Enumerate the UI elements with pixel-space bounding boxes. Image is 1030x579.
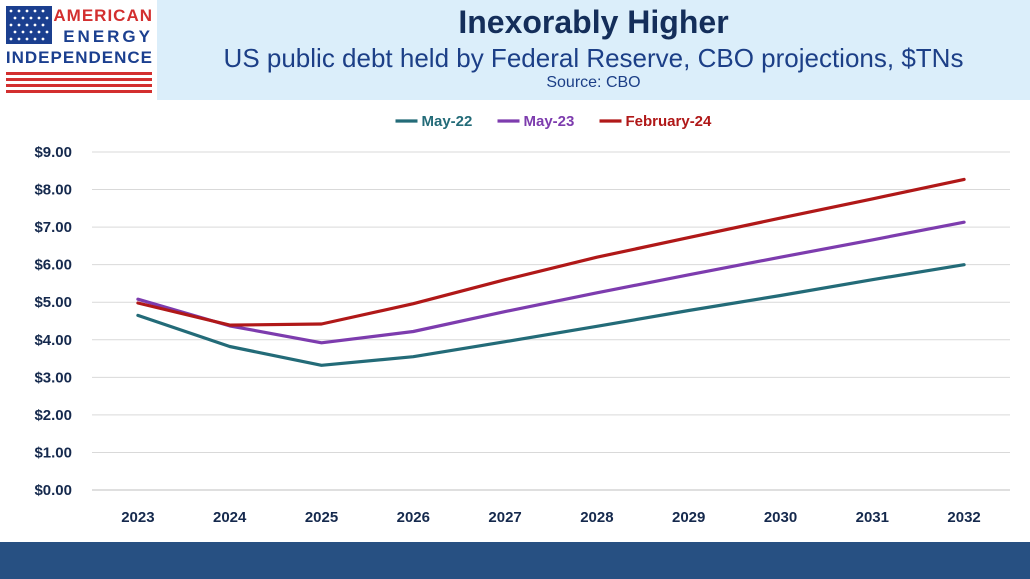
x-tick-label: 2032 xyxy=(947,509,980,526)
page-subtitle: US public debt held by Federal Reserve, … xyxy=(223,43,964,73)
x-tick-label: 2029 xyxy=(672,509,705,526)
logo-text-american: AMERICAN xyxy=(53,6,153,25)
x-tick-label: 2031 xyxy=(856,509,889,526)
series-lines xyxy=(136,177,966,367)
page-title: Inexorably Higher xyxy=(458,4,729,40)
logo-text-energy: ENERGY xyxy=(63,27,153,46)
y-tick-label: $4.00 xyxy=(34,332,72,349)
y-tick-label: $1.00 xyxy=(34,444,72,461)
flag-icon xyxy=(6,6,52,44)
title-band xyxy=(157,0,1030,100)
chart-legend: May-22 May-23 February-24 xyxy=(395,113,713,130)
y-tick-label: $3.00 xyxy=(34,369,72,386)
x-tick-label: 2025 xyxy=(305,509,338,526)
x-tick-label: 2027 xyxy=(488,509,521,526)
y-tick-label: $2.00 xyxy=(34,407,72,424)
x-axis-ticks: 2023 2024 2025 2026 2027 2028 2029 2030 2031 2032 xyxy=(121,509,981,526)
x-tick-label: 2028 xyxy=(580,509,613,526)
x-tick-label: 2030 xyxy=(764,509,797,526)
y-axis-ticks: $0.00 $1.00 $2.00 $3.00 $4.00 $5.00 $6.00 $7.00… xyxy=(34,144,72,499)
legend-label-may-22: May-22 xyxy=(422,113,473,130)
y-tick-label: $6.00 xyxy=(34,257,72,274)
y-tick-label: $5.00 xyxy=(34,294,72,311)
series-line-may-22 xyxy=(136,263,966,367)
y-tick-label: $7.00 xyxy=(34,219,72,236)
logo-stripes xyxy=(6,72,152,96)
footer-bar xyxy=(0,542,1030,579)
legend-label-february-24: February-24 xyxy=(626,113,713,130)
y-tick-label: $9.00 xyxy=(34,144,72,161)
legend-label-may-23: May-23 xyxy=(524,113,575,130)
logo: AMERICAN ENERGY INDEPENDENCE xyxy=(0,0,157,100)
series-line-february-24 xyxy=(136,177,966,327)
x-tick-label: 2023 xyxy=(121,509,154,526)
x-tick-label: 2024 xyxy=(213,509,247,526)
header: AMERICAN ENERGY INDEPENDENCE Inexorably … xyxy=(0,0,1030,100)
source-note: Source: CBO xyxy=(546,74,641,91)
y-tick-label: $0.00 xyxy=(34,482,72,499)
logo-text-independence: INDEPENDENCE xyxy=(5,48,153,67)
x-tick-label: 2026 xyxy=(397,509,430,526)
gridlines xyxy=(92,151,1010,491)
line-chart: May-22 May-23 February-24 $0.00$1.00$2.00$… xyxy=(34,113,1010,526)
series-line-may-23 xyxy=(136,220,966,345)
y-tick-label: $8.00 xyxy=(34,182,72,199)
